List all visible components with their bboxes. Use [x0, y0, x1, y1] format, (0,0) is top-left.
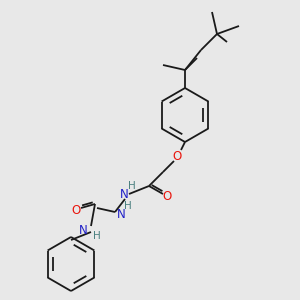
Text: O: O: [71, 203, 81, 217]
Text: N: N: [117, 208, 125, 221]
Text: H: H: [124, 201, 132, 211]
Text: N: N: [79, 224, 87, 236]
Text: O: O: [162, 190, 172, 202]
Text: H: H: [128, 181, 136, 191]
Text: N: N: [120, 188, 128, 200]
Text: H: H: [93, 231, 101, 241]
Text: O: O: [172, 149, 182, 163]
